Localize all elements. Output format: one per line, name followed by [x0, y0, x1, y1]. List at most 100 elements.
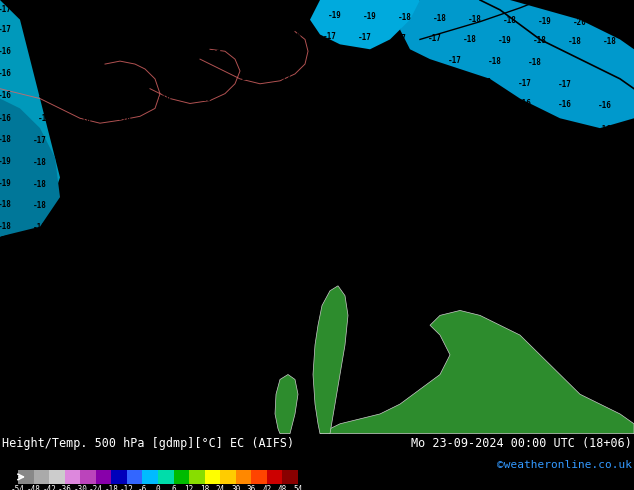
Text: -18: -18 [33, 245, 47, 254]
Text: -15: -15 [208, 162, 222, 171]
Text: -16: -16 [328, 52, 342, 62]
Text: -18: -18 [0, 244, 12, 253]
Text: -18: -18 [293, 10, 307, 19]
Text: -19: -19 [627, 20, 634, 29]
Text: -16: -16 [288, 32, 302, 41]
Text: -16: -16 [518, 99, 532, 108]
Text: -18: -18 [488, 57, 502, 66]
Text: -14: -14 [163, 270, 177, 278]
Text: -16: -16 [103, 27, 117, 36]
Text: -14: -14 [523, 264, 537, 272]
Bar [143, 470, 158, 484]
Text: -15: -15 [238, 117, 252, 126]
Text: -16: -16 [138, 49, 152, 58]
Text: -17: -17 [33, 25, 47, 34]
Text: -14: -14 [133, 269, 147, 277]
Text: -15: -15 [548, 155, 562, 164]
Text: -16: -16 [38, 70, 52, 78]
Polygon shape [0, 98, 60, 237]
Text: -16: -16 [563, 123, 577, 133]
Text: 30: 30 [231, 485, 240, 490]
Text: -42: -42 [42, 485, 56, 490]
Text: -18: -18 [68, 181, 82, 190]
Text: -16: -16 [408, 54, 422, 64]
Bar [18, 470, 34, 484]
Text: -16: -16 [358, 76, 372, 85]
Bar [127, 470, 143, 484]
Text: -15: -15 [168, 204, 182, 214]
Bar [251, 470, 267, 484]
Polygon shape [0, 0, 60, 237]
Text: -14: -14 [113, 312, 127, 321]
Text: Height/Temp. 500 hPa [gdmp][°C] EC (AIFS): Height/Temp. 500 hPa [gdmp][°C] EC (AIFS… [2, 437, 294, 450]
Text: -17: -17 [68, 159, 82, 168]
Text: -19: -19 [498, 36, 512, 45]
Text: -14: -14 [548, 286, 562, 295]
Text: -15: -15 [493, 122, 507, 132]
Bar [220, 470, 236, 484]
Text: -16: -16 [318, 96, 332, 105]
Text: -17: -17 [173, 29, 187, 38]
Text: -15: -15 [438, 98, 452, 107]
Text: -18: -18 [503, 16, 517, 25]
Text: -15: -15 [208, 139, 222, 148]
Text: -16: -16 [103, 160, 117, 169]
Text: -15: -15 [273, 140, 287, 149]
Text: -17: -17 [33, 136, 47, 146]
Text: -15: -15 [463, 122, 477, 131]
Text: -15: -15 [68, 289, 82, 298]
Text: -18: -18 [223, 8, 237, 17]
Text: -16: -16 [103, 224, 117, 233]
Text: -17: -17 [68, 223, 82, 232]
Text: -16: -16 [33, 47, 47, 56]
Text: -16: -16 [118, 93, 132, 102]
Text: -18: -18 [33, 180, 47, 189]
Text: -16: -16 [0, 114, 12, 123]
Text: -18: -18 [105, 485, 119, 490]
Text: -17: -17 [208, 49, 222, 59]
Text: -16: -16 [598, 101, 612, 110]
Text: -16: -16 [278, 95, 292, 104]
Text: -15: -15 [558, 243, 572, 252]
Text: -15: -15 [243, 140, 257, 149]
Text: -18: -18 [33, 158, 47, 167]
Text: -15: -15 [173, 161, 187, 170]
Text: -15: -15 [198, 205, 212, 215]
Text: -17: -17 [358, 33, 372, 42]
Text: 6: 6 [171, 485, 176, 490]
Bar [282, 470, 298, 484]
Text: -19: -19 [0, 157, 12, 166]
Text: -15: -15 [103, 268, 117, 276]
Text: -16: -16 [33, 267, 47, 275]
Text: -18: -18 [463, 35, 477, 44]
Text: -16: -16 [158, 93, 172, 102]
Text: -15: -15 [563, 221, 577, 230]
Text: -15: -15 [438, 122, 452, 131]
Text: -16: -16 [398, 76, 412, 85]
Text: -18: -18 [258, 9, 272, 18]
Text: 36: 36 [247, 485, 256, 490]
Text: -15: -15 [88, 311, 102, 320]
Text: -14: -14 [543, 177, 557, 186]
Text: -19: -19 [538, 17, 552, 26]
Text: -18: -18 [33, 223, 47, 232]
Text: -16: -16 [103, 246, 117, 255]
Text: -15: -15 [338, 143, 352, 151]
Text: -16: -16 [68, 137, 82, 147]
Text: -30: -30 [74, 485, 87, 490]
Text: -6: -6 [138, 485, 147, 490]
Text: -48: -48 [27, 485, 41, 490]
Text: -18: -18 [153, 6, 167, 15]
Text: -15: -15 [228, 185, 242, 194]
Text: -14: -14 [123, 290, 137, 299]
Text: -17: -17 [0, 25, 12, 34]
Text: -17: -17 [103, 203, 117, 213]
Text: -16: -16 [608, 157, 622, 166]
Text: -16: -16 [118, 115, 132, 124]
Text: -16: -16 [238, 94, 252, 103]
Text: -17: -17 [393, 34, 407, 43]
Text: -15: -15 [168, 184, 182, 193]
Text: -24: -24 [89, 485, 103, 490]
Polygon shape [310, 0, 420, 49]
Text: -19: -19 [328, 11, 342, 20]
